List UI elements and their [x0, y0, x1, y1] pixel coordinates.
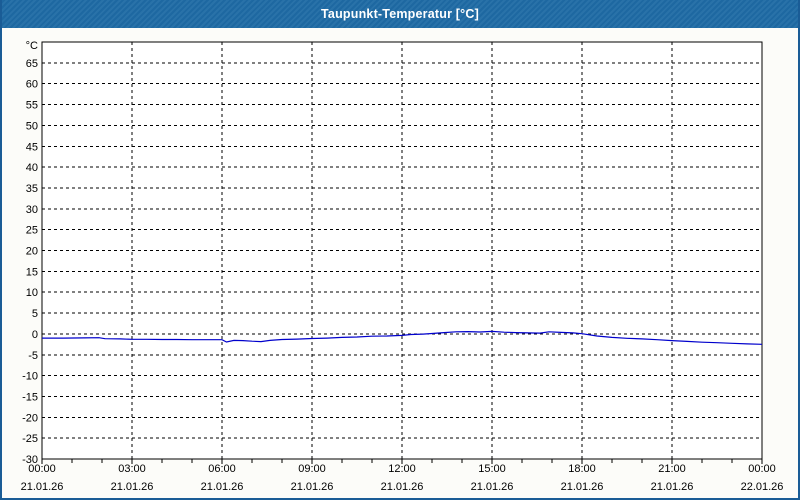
- y-tick-label: -15: [22, 391, 38, 403]
- x-tick-time-label: 03:00: [118, 463, 146, 475]
- y-tick-label: 25: [26, 225, 38, 237]
- y-tick-label: 60: [26, 79, 38, 91]
- y-tick-label: -20: [22, 412, 38, 424]
- x-tick-time-label: 12:00: [388, 463, 416, 475]
- x-tick-time-label: 00:00: [748, 463, 776, 475]
- y-tick-label: 50: [26, 120, 38, 132]
- y-tick-label: 65: [26, 58, 38, 70]
- y-tick-label: 30: [26, 204, 38, 216]
- x-tick-date-label: 21.01.26: [651, 481, 694, 493]
- y-tick-label: 20: [26, 246, 38, 258]
- x-tick-date-label: 21.01.26: [381, 481, 424, 493]
- y-tick-label: 35: [26, 183, 38, 195]
- y-tick-label: -30: [22, 454, 38, 466]
- y-tick-label: 45: [26, 141, 38, 153]
- y-tick-label: -10: [22, 371, 38, 383]
- x-tick-date-label: 21.01.26: [471, 481, 514, 493]
- x-tick-date-label: 21.01.26: [561, 481, 604, 493]
- x-tick-date-label: 21.01.26: [21, 481, 64, 493]
- x-tick-time-label: 21:00: [658, 463, 686, 475]
- x-tick-date-label: 21.01.26: [201, 481, 244, 493]
- y-tick-label: -5: [28, 350, 38, 362]
- x-tick-date-label: 21.01.26: [291, 481, 334, 493]
- y-tick-label: 15: [26, 266, 38, 278]
- x-tick-time-label: 15:00: [478, 463, 506, 475]
- y-tick-label: 5: [32, 308, 38, 320]
- window-title: Taupunkt-Temperatur [°C]: [321, 7, 479, 21]
- y-tick-label: 0: [32, 329, 38, 341]
- chart-body: 65 60 55 50 45 40 35 30 25 20 15 10 5 0 -5 -10 -15 -20 -25…: [2, 28, 798, 498]
- x-tick-time-label: 00:00: [28, 463, 56, 475]
- x-tick-date-label: 22.01.26: [741, 481, 784, 493]
- series-line-taupunkt-temperatur: [42, 330, 763, 345]
- x-tick-time-label: 18:00: [568, 463, 596, 475]
- window-titlebar[interactable]: Taupunkt-Temperatur [°C]: [2, 0, 798, 28]
- y-tick-label: 40: [26, 162, 38, 174]
- y-tick-label: -25: [22, 433, 38, 445]
- x-tick-time-label: 09:00: [298, 463, 326, 475]
- y-tick-label: 55: [26, 100, 38, 112]
- dewpoint-chart: 65605550454035302520151050-5-10-15-20-25…: [21, 40, 784, 493]
- x-tick-time-label: 06:00: [208, 463, 236, 475]
- x-tick-date-label: 21.01.26: [111, 481, 154, 493]
- y-tick-label: 10: [26, 287, 38, 299]
- y-axis-unit-label: °C: [26, 40, 38, 52]
